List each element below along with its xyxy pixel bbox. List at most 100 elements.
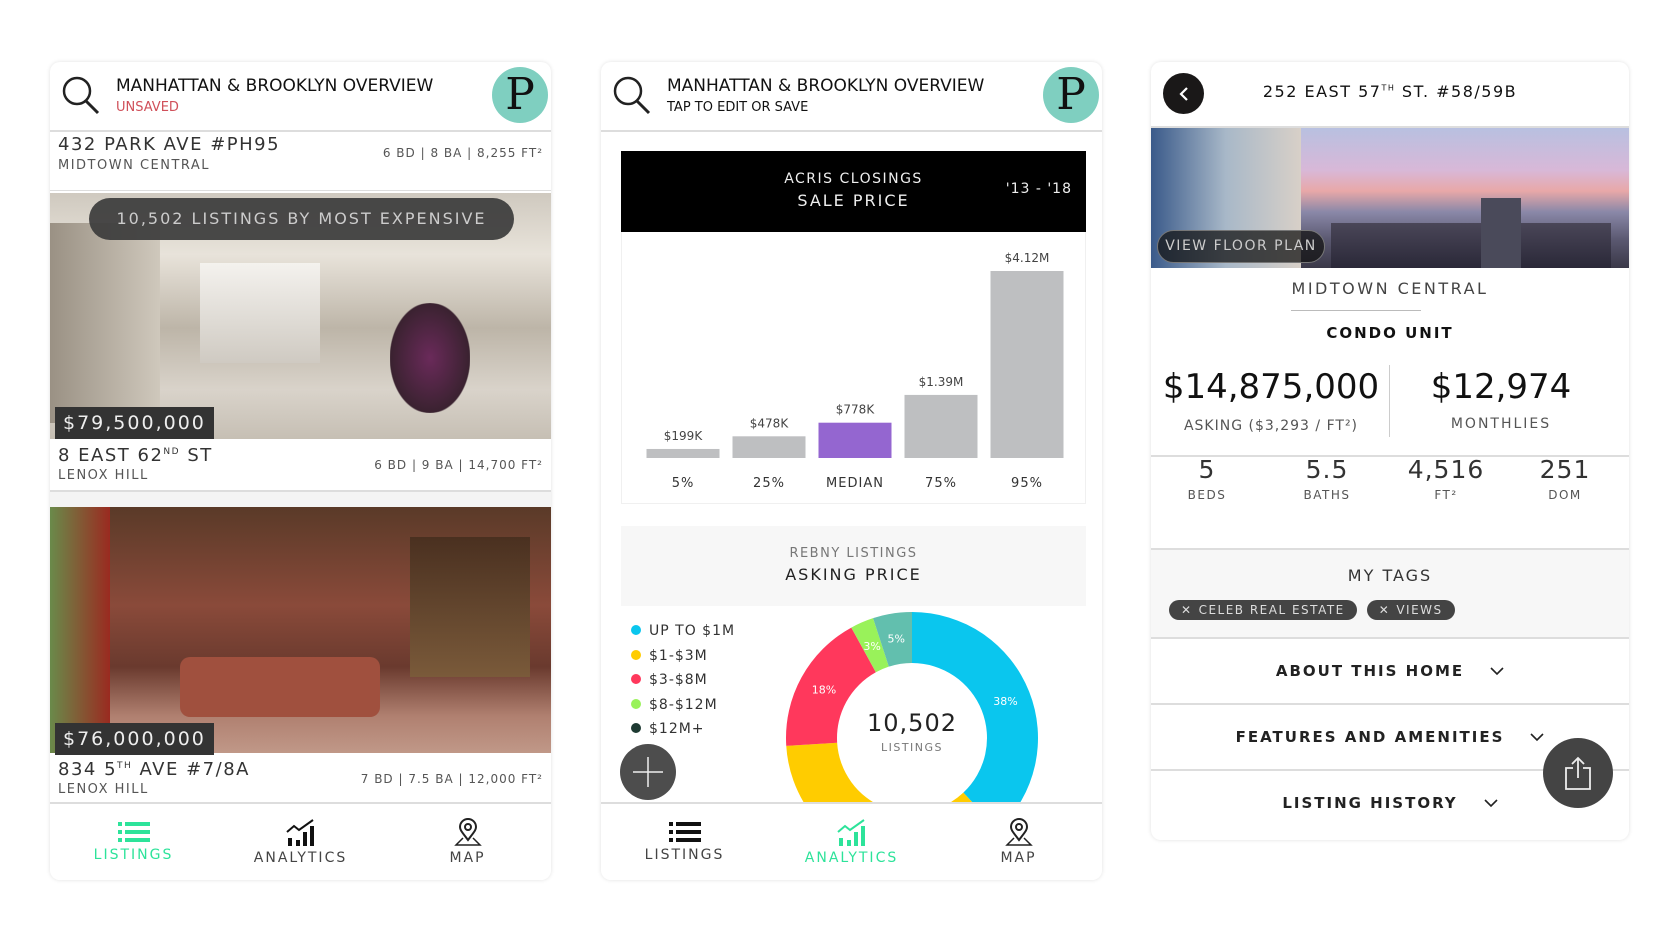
- legend-label: $12M+: [649, 721, 705, 737]
- chevron-down-icon: [1484, 798, 1498, 807]
- legend-dot: [631, 649, 641, 660]
- legend-label: $8-$12M: [649, 696, 718, 713]
- back-button[interactable]: [1163, 73, 1204, 114]
- map-pin-icon: [453, 818, 482, 846]
- nav-map[interactable]: MAP: [935, 804, 1102, 880]
- legend-item: $1-$3M: [631, 648, 708, 664]
- search-title[interactable]: MANHATTAN & BROOKLYN OVERVIEW: [116, 76, 434, 96]
- nav-map[interactable]: MAP: [384, 804, 551, 880]
- donut-center-value: 10,502: [867, 709, 957, 737]
- nav-listings[interactable]: LISTINGS: [601, 804, 768, 880]
- sort-toast: 10,502 LISTINGS BY MOST EXPENSIVE: [89, 198, 514, 240]
- bottom-nav: LISTINGS ANALYTICS MAP: [601, 802, 1102, 880]
- bar-chart-card: $199K 5% $478K 25% $778K MEDIAN $1.39M 75% $4.12…: [621, 232, 1086, 504]
- search-title[interactable]: MANHATTAN & BROOKLYN OVERVIEW: [667, 76, 985, 96]
- donut-slice[interactable]: [873, 612, 912, 667]
- chart-icon: [836, 819, 865, 846]
- about-this-home-section[interactable]: ABOUT THIS HOME: [1151, 637, 1629, 703]
- bar-value-label: $199K: [664, 429, 704, 443]
- chart-period: '13 - '18: [1005, 181, 1072, 197]
- profile-logo[interactable]: P: [1043, 67, 1099, 123]
- bottom-nav: LISTINGS ANALYTICS MAP: [50, 802, 551, 880]
- listing-photo[interactable]: [50, 507, 551, 753]
- bar[interactable]: [732, 436, 806, 458]
- listing-neighborhood: MIDTOWN CENTRAL: [58, 158, 211, 173]
- nav-listings[interactable]: LISTINGS: [50, 804, 217, 880]
- legend-label: $1-$3M: [649, 647, 708, 664]
- legend-label: $3-$8M: [649, 672, 708, 688]
- legend-dot: [631, 625, 641, 635]
- listing-photo[interactable]: [1151, 128, 1629, 268]
- listing-price: $79,500,000: [55, 407, 214, 439]
- acris-chart-header: ACRIS CLOSINGS SALE PRICE '13 - '18: [621, 151, 1086, 232]
- search-icon[interactable]: [60, 74, 102, 120]
- list-icon: [117, 822, 150, 842]
- chart-icon: [285, 819, 314, 846]
- asking-label: ASKING ($3,293 / FT²): [1183, 418, 1359, 434]
- close-icon[interactable]: ✕: [1181, 603, 1193, 617]
- list-icon: [668, 822, 701, 842]
- bar[interactable]: [818, 422, 892, 458]
- listing-address: 432 PARK AVE #PH95: [58, 134, 281, 155]
- bar-chart: $199K 5% $478K 25% $778K MEDIAN $1.39M 75% $4.12…: [646, 251, 1064, 491]
- edit-hint[interactable]: TAP TO EDIT OR SAVE: [667, 100, 809, 115]
- property-type: CONDO UNIT: [1326, 324, 1454, 342]
- stat-baths: 5.5 BATHS: [1303, 455, 1351, 502]
- listing-address: 8 EAST 62ND ST: [58, 445, 213, 466]
- neighborhood: MIDTOWN CENTRAL: [1291, 279, 1489, 298]
- chevron-down-icon: [1530, 732, 1544, 741]
- stat-beds: 5 BEDS: [1187, 455, 1227, 502]
- search-icon[interactable]: [611, 74, 653, 120]
- nav-label: MAP: [1000, 850, 1037, 866]
- divider: [50, 490, 551, 507]
- listing-specs: 6 BD | 9 BA | 14,700 FT²: [374, 458, 543, 472]
- listing-specs: 7 BD | 7.5 BA | 12,000 FT²: [360, 772, 543, 786]
- close-icon[interactable]: ✕: [1378, 603, 1391, 617]
- features-section[interactable]: FEATURES AND AMENITIES: [1151, 703, 1629, 769]
- nav-label: MAP: [449, 850, 486, 866]
- tag-chip[interactable]: ✕ VIEWS: [1366, 600, 1455, 620]
- listing-address: 834 5TH AVE #7/8A: [58, 759, 250, 780]
- add-button[interactable]: [620, 744, 676, 800]
- divider: [50, 190, 551, 191]
- donut-slice-label: 18%: [812, 684, 836, 697]
- profile-logo[interactable]: P: [492, 67, 548, 123]
- donut-slice-label: 3%: [863, 640, 880, 653]
- donut-slice-label: 38%: [993, 695, 1017, 708]
- listing-specs: 6 BD | 8 BA | 8,255 FT²: [382, 146, 543, 160]
- bar[interactable]: [904, 394, 978, 458]
- chevron-left-icon: [1178, 86, 1188, 101]
- listing-neighborhood: LENOX HILL: [58, 782, 149, 797]
- legend-item: UP TO $1M: [631, 623, 735, 639]
- tag-chip[interactable]: ✕ CELEB REAL ESTATE: [1169, 600, 1357, 620]
- plus-icon: [633, 757, 663, 787]
- donut-slice[interactable]: [912, 612, 1038, 802]
- bar-value-label: $778K: [836, 403, 876, 417]
- legend-item: $8-$12M: [631, 697, 718, 713]
- nav-analytics[interactable]: ANALYTICS: [768, 804, 935, 880]
- chart-title: ACRIS CLOSINGS: [784, 171, 923, 187]
- listing-neighborhood: LENOX HILL: [58, 468, 149, 483]
- bar-value-label: $4.12M: [1005, 251, 1050, 265]
- bar-value-label: $478K: [750, 416, 790, 430]
- legend-item: $12M+: [631, 721, 705, 737]
- bar[interactable]: [990, 271, 1064, 458]
- view-floor-plan-button[interactable]: VIEW FLOOR PLAN: [1157, 230, 1325, 263]
- listings-screen: MANHATTAN & BROOKLYN OVERVIEW UNSAVED P …: [50, 62, 551, 880]
- listing-history-section[interactable]: LISTING HISTORY: [1151, 769, 1629, 835]
- bar-category-label: 5%: [672, 476, 695, 491]
- legend-item: $3-$8M: [631, 672, 708, 688]
- listing-peek[interactable]: 432 PARK AVE #PH95 MIDTOWN CENTRAL 6 BD …: [50, 132, 551, 192]
- listing-price: $76,000,000: [55, 723, 214, 755]
- divider: [1291, 310, 1421, 311]
- chevron-down-icon: [1490, 666, 1504, 675]
- legend-label: UP TO $1M: [649, 623, 736, 639]
- donut-slice[interactable]: [851, 618, 889, 673]
- donut-slice-label: 5%: [888, 633, 905, 646]
- divider: [1151, 126, 1629, 128]
- bar[interactable]: [646, 448, 720, 458]
- stat-sqft: 4,516 FT²: [1407, 455, 1485, 502]
- share-button[interactable]: [1543, 738, 1613, 808]
- nav-analytics[interactable]: ANALYTICS: [217, 804, 384, 880]
- share-icon: [1565, 756, 1591, 790]
